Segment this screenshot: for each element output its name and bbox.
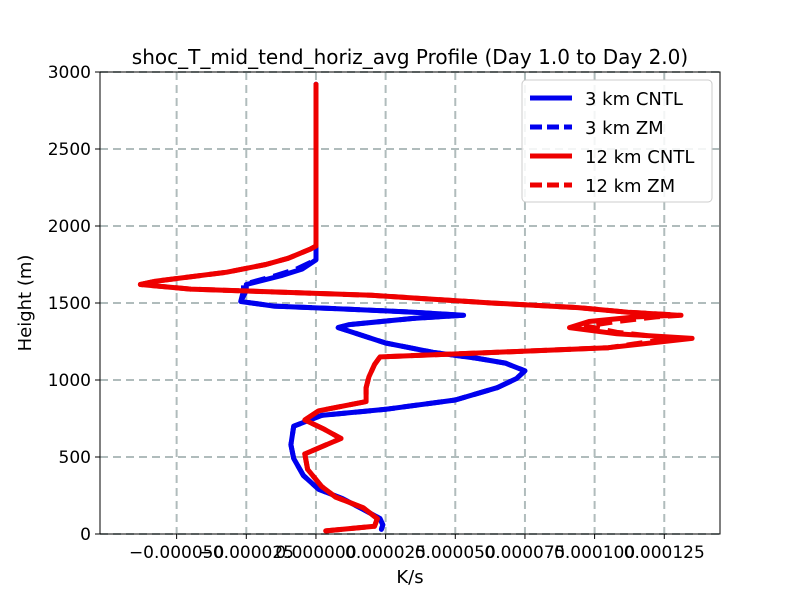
x-tick-label: 0.000025 bbox=[345, 543, 426, 563]
x-tick-label: 0.000000 bbox=[275, 543, 356, 563]
x-tick-label: 0.000125 bbox=[624, 543, 705, 563]
x-tick-label: −0.000025 bbox=[199, 543, 294, 563]
y-tick-label: 0 bbox=[80, 525, 91, 545]
legend-label: 3 km ZM bbox=[585, 118, 664, 139]
x-tick-label: 0.000050 bbox=[415, 543, 496, 563]
legend-label: 12 km CNTL bbox=[585, 147, 694, 168]
grid-layer bbox=[100, 71, 720, 535]
legend-label: 3 km CNTL bbox=[585, 89, 683, 110]
y-tick-label: 3000 bbox=[48, 63, 91, 83]
chart-title: shoc_T_mid_tend_horiz_avg Profile (Day 1… bbox=[132, 45, 688, 69]
legend: 3 km CNTL 3 km ZM 12 km CNTL 12 km ZM bbox=[521, 79, 713, 203]
y-axis-label: Height (m) bbox=[15, 255, 36, 352]
plot-area bbox=[99, 71, 721, 535]
y-tick-label: 500 bbox=[59, 448, 91, 468]
series-line-3-km-zm bbox=[238, 84, 528, 531]
x-tick-label: −0.000050 bbox=[129, 543, 224, 563]
series-layer bbox=[137, 81, 695, 534]
x-tick-label: 0.000075 bbox=[484, 543, 565, 563]
y-axis: 0 500 1000 1500 2000 2500 3000 bbox=[48, 63, 100, 545]
y-tick-label: 1500 bbox=[48, 294, 91, 314]
y-tick-label: 2500 bbox=[48, 140, 91, 160]
legend-box bbox=[521, 79, 713, 203]
y-tick-label: 2000 bbox=[48, 217, 91, 237]
x-axis-label: K/s bbox=[396, 567, 423, 588]
series-line-12-km-zm bbox=[137, 84, 684, 534]
y-tick-label: 1000 bbox=[48, 371, 91, 391]
x-tick-label: 0.000100 bbox=[554, 543, 635, 563]
legend-label: 12 km ZM bbox=[585, 176, 675, 197]
x-axis: −0.000050−0.0000250.0000000.0000250.0000… bbox=[129, 534, 705, 563]
